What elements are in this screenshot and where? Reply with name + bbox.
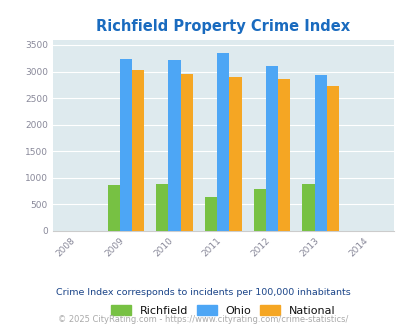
Bar	[229, 77, 241, 231]
Title: Richfield Property Crime Index: Richfield Property Crime Index	[96, 19, 350, 34]
Bar	[205, 197, 217, 231]
Legend: Richfield, Ohio, National: Richfield, Ohio, National	[107, 302, 339, 319]
Bar	[107, 185, 119, 231]
Bar	[302, 184, 314, 231]
Bar	[132, 70, 144, 231]
Bar	[156, 184, 168, 231]
Bar	[119, 59, 132, 231]
Bar	[265, 66, 277, 231]
Bar	[217, 53, 229, 231]
Bar	[168, 60, 180, 231]
Text: Crime Index corresponds to incidents per 100,000 inhabitants: Crime Index corresponds to incidents per…	[55, 287, 350, 297]
Text: © 2025 CityRating.com - https://www.cityrating.com/crime-statistics/: © 2025 CityRating.com - https://www.city…	[58, 315, 347, 324]
Bar	[253, 189, 265, 231]
Bar	[326, 86, 338, 231]
Bar	[180, 74, 192, 231]
Bar	[277, 79, 290, 231]
Bar	[314, 75, 326, 231]
